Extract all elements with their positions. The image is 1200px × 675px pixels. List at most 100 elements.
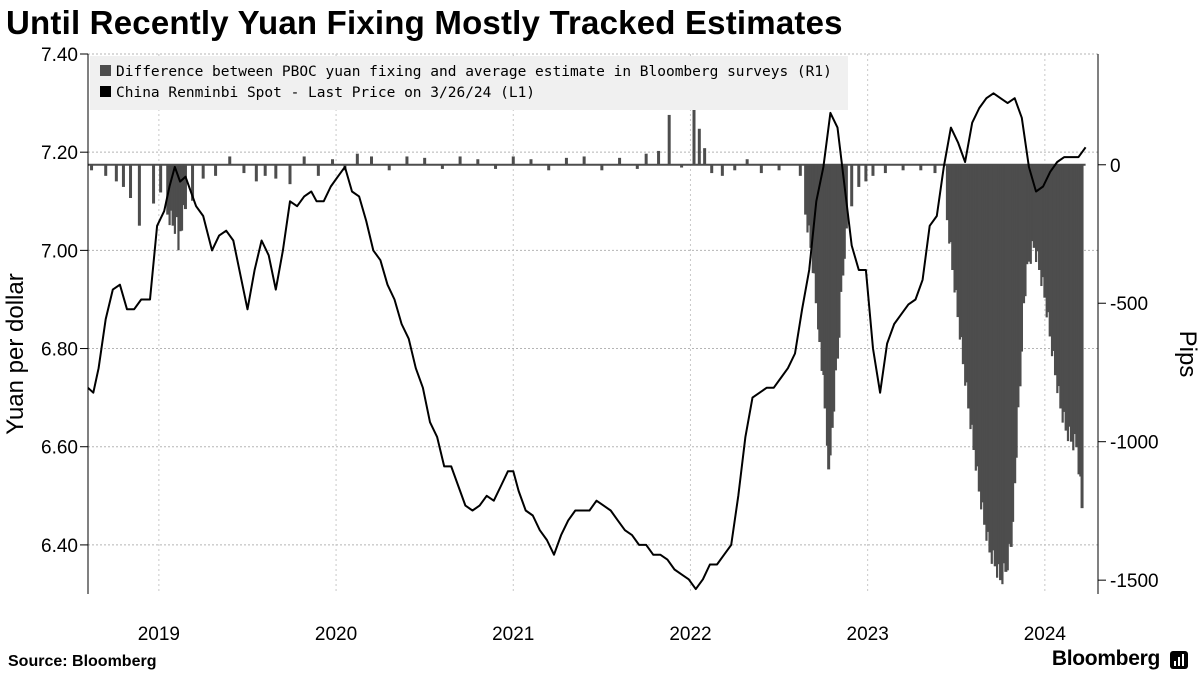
pips-bar <box>948 164 951 244</box>
pips-bar <box>1072 164 1075 451</box>
pips-bar <box>971 164 974 425</box>
pips-bar <box>697 128 701 165</box>
pips-bar <box>919 164 923 171</box>
pips-bar <box>1038 164 1042 270</box>
pips-bar <box>811 164 814 274</box>
pips-bar <box>1013 164 1017 484</box>
pips-bar <box>180 164 184 231</box>
pips-bar <box>178 164 182 232</box>
pips-bar <box>201 164 205 179</box>
pips-bar <box>1027 164 1031 262</box>
legend: Difference between PBOC yuan fixing and … <box>90 56 848 110</box>
pips-bar <box>1011 164 1015 522</box>
pips-bar <box>1048 164 1052 337</box>
pips-bar <box>992 164 995 551</box>
left-tick-label: 7.40 <box>41 45 78 66</box>
pips-bar <box>1018 164 1022 387</box>
pips-bar <box>827 164 831 470</box>
pips-bar <box>993 164 997 567</box>
pips-bar <box>1045 164 1048 318</box>
pips-bar <box>1080 164 1084 509</box>
pips-bar <box>173 164 177 234</box>
pips-bar <box>1043 164 1047 298</box>
pips-bar <box>600 164 604 171</box>
pips-bar <box>331 159 335 165</box>
pips-bar <box>1036 164 1039 252</box>
pips-bar <box>933 164 937 174</box>
pips-bar <box>901 164 905 171</box>
pips-bar <box>104 164 108 176</box>
pips-bar <box>710 164 714 174</box>
x-tick-label: 2020 <box>315 624 357 645</box>
pips-bar <box>985 164 988 541</box>
left-tick-label: 7.20 <box>41 143 78 164</box>
pips-bar <box>494 164 498 169</box>
pips-bar <box>1024 164 1027 297</box>
left-tick-label: 6.60 <box>41 438 78 459</box>
pips-bar <box>857 164 861 187</box>
x-tick-label: 2021 <box>492 624 534 645</box>
pips-bar <box>1008 164 1011 544</box>
pips-bar <box>121 164 125 187</box>
pips-bar <box>997 164 1000 565</box>
pips-bar <box>960 164 963 338</box>
pips-bar <box>1073 164 1077 435</box>
x-tick-label: 2024 <box>1024 624 1067 645</box>
pips-bar <box>955 164 958 291</box>
pips-bar <box>171 164 175 226</box>
pips-bar <box>355 153 359 165</box>
pips-bar <box>657 150 661 165</box>
pips-bar <box>316 164 320 176</box>
pips-bar <box>759 164 763 174</box>
right-tick-label: -500 <box>1110 294 1148 315</box>
pips-bar <box>818 164 822 342</box>
pips-bar <box>1058 164 1061 387</box>
pips-bar <box>1050 164 1054 357</box>
pips-bar <box>843 164 846 259</box>
pips-bar <box>976 164 979 467</box>
pips-bar <box>841 164 845 276</box>
pips-bar <box>152 164 156 204</box>
pips-bar <box>1029 164 1032 264</box>
pips-bar <box>1015 164 1018 458</box>
pips-bar <box>170 164 173 211</box>
pips-bar <box>692 90 696 165</box>
pips-bar <box>1056 164 1059 394</box>
pips-bar <box>274 164 278 179</box>
pips-bar <box>182 164 185 206</box>
pips-bar <box>988 164 992 553</box>
pips-bar <box>166 164 170 215</box>
pips-bar <box>1077 164 1080 475</box>
pips-bar <box>1064 164 1068 431</box>
pips-bar <box>999 164 1003 581</box>
pips-bar <box>137 164 141 226</box>
pips-bar <box>864 164 868 182</box>
pips-bar <box>288 164 292 185</box>
right-axis: 0 -500 -1000 -1500 <box>1097 54 1159 594</box>
pips-bar <box>953 164 956 293</box>
pips-bar <box>987 164 990 532</box>
pips-bar <box>1034 164 1038 263</box>
x-tick-label: 2023 <box>847 624 889 645</box>
legend-entry: China Renminbi Spot - Last Price on 3/26… <box>116 85 535 101</box>
pips-bar <box>1017 164 1020 408</box>
pips-bar <box>242 164 246 174</box>
pips-bar <box>977 164 981 492</box>
pips-bar <box>168 164 171 226</box>
pips-bar <box>1053 164 1057 376</box>
x-tick-label: 2019 <box>138 624 180 645</box>
pips-bar <box>990 164 993 564</box>
pips-bar <box>511 156 515 165</box>
chart-title: Until Recently Yuan Fixing Mostly Tracke… <box>6 4 843 41</box>
pips-bar <box>1068 164 1071 427</box>
pips-bar <box>680 164 684 168</box>
pips-bar <box>1026 164 1029 265</box>
pips-bar <box>969 164 972 430</box>
pips-bar <box>958 164 961 340</box>
pips-bar <box>90 164 94 171</box>
y-axis-label-left: Yuan per dollar <box>2 273 29 434</box>
pips-bar <box>1061 164 1064 423</box>
pips-bar <box>1069 164 1073 442</box>
yuan-line <box>87 92 1087 591</box>
left-tick-label: 6.40 <box>41 536 78 557</box>
